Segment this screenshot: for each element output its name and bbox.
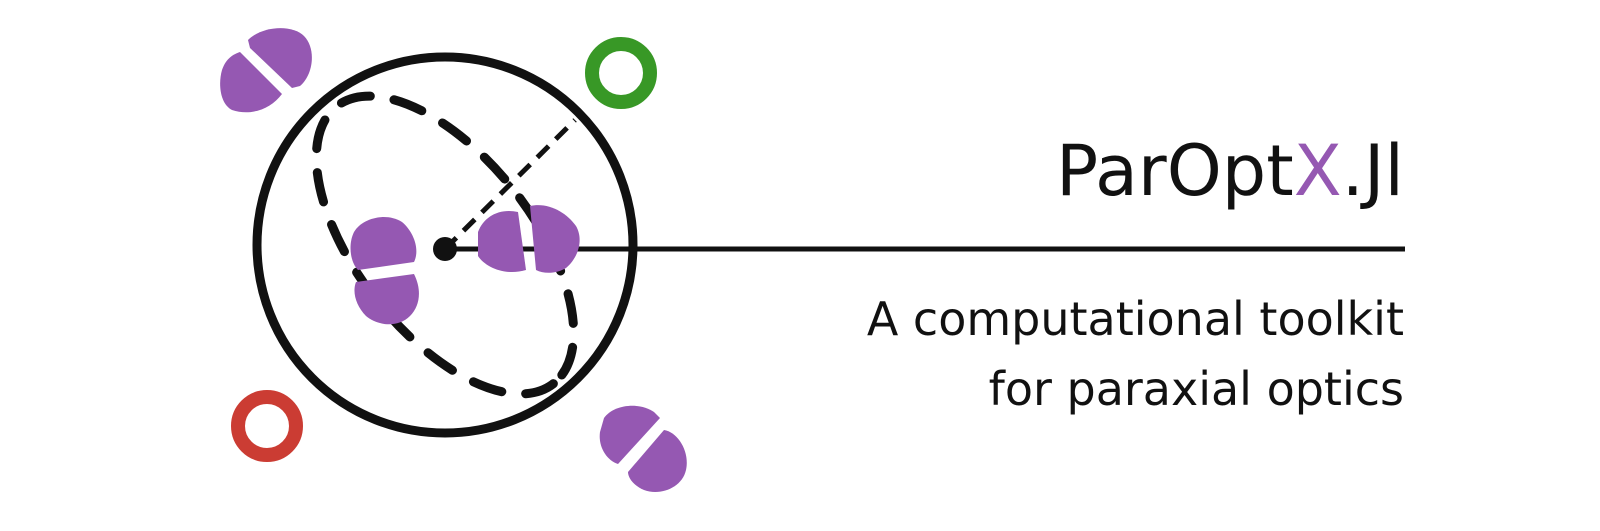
logo-title: ParOptX.Jl [1056,128,1404,214]
purple-blob-inner-left [350,217,419,325]
purple-blob-top-left [220,28,312,113]
aperture-circle [252,52,638,438]
tagline-line-2: for paraxial optics [988,362,1404,416]
purple-blob-bottom-right [599,405,687,492]
green-ring [585,37,657,109]
dashed-diagonal-line [443,118,577,251]
purple-blob-inner-right [478,205,580,273]
title-prefix: ParOpt [1055,130,1294,212]
title-accent-x: X [1293,130,1342,212]
red-ring [231,390,303,462]
tagline: A computational toolkit for paraxial opt… [867,284,1404,424]
center-dot [433,237,457,261]
tagline-line-1: A computational toolkit [866,292,1404,346]
title-suffix: .Jl [1341,130,1404,212]
